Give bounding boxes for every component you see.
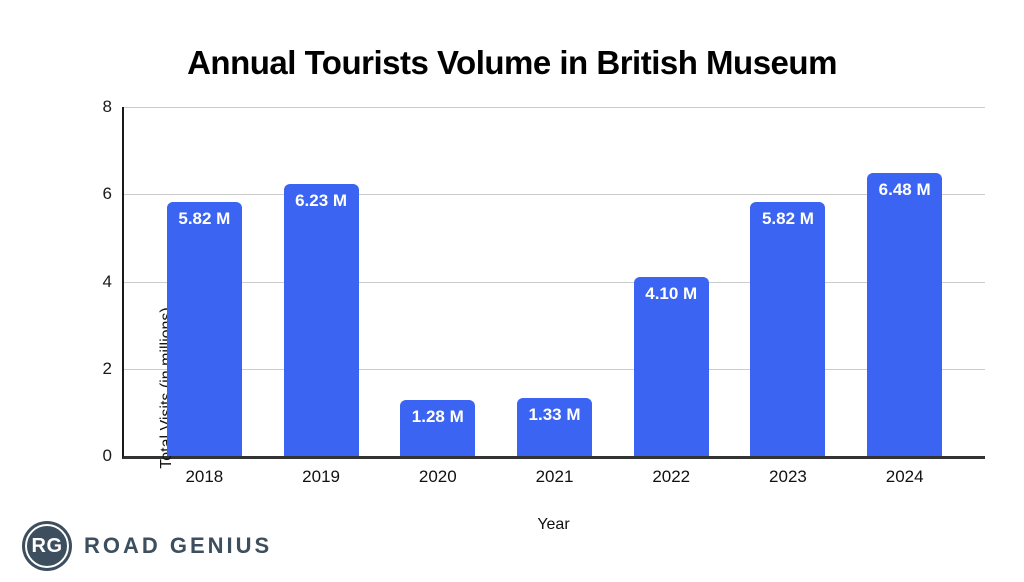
y-tick-label: 6 bbox=[102, 184, 112, 204]
bar-2018: 5.82 M bbox=[166, 202, 242, 456]
bar-value-label: 6.48 M bbox=[878, 180, 931, 200]
x-tick-label: 2024 bbox=[885, 467, 924, 486]
gridline bbox=[124, 368, 985, 370]
bar-value-label: 5.82 M bbox=[761, 209, 814, 229]
bar-2020: 1.28 M bbox=[400, 400, 476, 456]
bar-2019: 6.23 M bbox=[283, 184, 359, 456]
bar-series: 5.82 M 6.23 M 1.28 M 1.33 M 4.10 M 5.82 M 6.48… bbox=[124, 107, 985, 456]
y-tick-label: 4 bbox=[102, 271, 112, 291]
road-genius-wordmark: ROAD GENIUS bbox=[84, 533, 273, 558]
bar-slot: 6.48 M bbox=[846, 107, 963, 456]
bar-value-label: 1.33 M bbox=[528, 404, 581, 424]
bar-value-label: 1.28 M bbox=[411, 407, 464, 427]
x-tick-label: 2022 bbox=[652, 467, 691, 486]
bar-value-label: 4.10 M bbox=[645, 284, 698, 304]
bar-slot: 1.28 M bbox=[379, 107, 496, 456]
bar-slot: 1.33 M bbox=[496, 107, 613, 456]
gridline bbox=[124, 194, 985, 196]
logo-monogram: RG bbox=[31, 534, 63, 557]
x-axis-ticks: 2018 2019 2020 2021 2022 2023 2024 bbox=[124, 467, 985, 487]
bar-slot: 5.82 M bbox=[730, 107, 847, 456]
x-tick-label: 2021 bbox=[535, 467, 574, 486]
bar-slot: 5.82 M bbox=[146, 107, 263, 456]
y-tick-label: 0 bbox=[102, 446, 112, 465]
x-tick-label: 2020 bbox=[418, 467, 457, 486]
y-tick-label: 8 bbox=[102, 97, 112, 116]
x-tick-label: 2018 bbox=[185, 467, 224, 486]
road-genius-logo: RG ROAD GENIUS bbox=[22, 521, 272, 571]
bar-value-label: 6.23 M bbox=[295, 191, 348, 211]
x-axis-title: Year bbox=[537, 516, 570, 533]
y-tick-label: 2 bbox=[102, 358, 112, 378]
bar-2024: 6.48 M bbox=[867, 173, 943, 456]
gridline bbox=[124, 281, 985, 283]
bar-slot: 6.23 M bbox=[263, 107, 380, 456]
x-tick-label: 2019 bbox=[302, 467, 340, 486]
x-tick-label: 2023 bbox=[769, 467, 807, 486]
chart-title: Annual Tourists Volume in British Museum bbox=[187, 44, 837, 81]
bar-2022: 4.10 M bbox=[633, 277, 709, 456]
road-genius-badge-icon: RG bbox=[22, 521, 72, 571]
bar-2021: 1.33 M bbox=[517, 397, 593, 456]
bar-2023: 5.82 M bbox=[750, 202, 826, 456]
bar-value-label: 5.82 M bbox=[178, 209, 231, 229]
gridline bbox=[124, 107, 985, 108]
bar-slot: 4.10 M bbox=[613, 107, 730, 456]
